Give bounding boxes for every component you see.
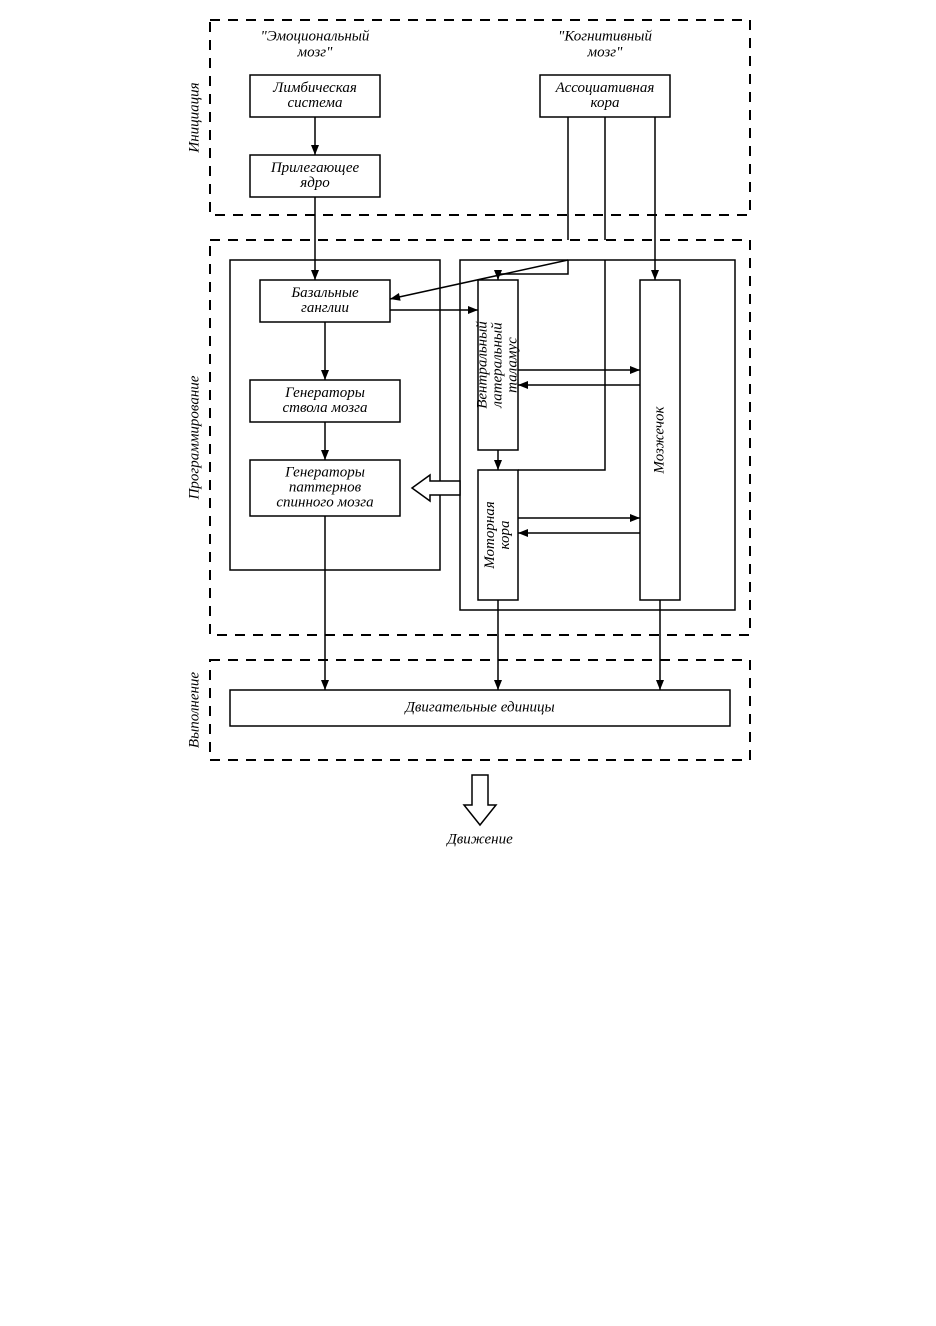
- node-limbic-label-1: система: [287, 95, 342, 111]
- header-emotional-line-0: "Эмоциональный: [261, 28, 370, 44]
- edge-assoc-basal-arrow: [390, 293, 401, 301]
- header-cognitive-line-0: "Когнитивный: [558, 28, 652, 44]
- node-motor-label-0: Моторная: [482, 501, 498, 570]
- edge-cereb-motor-arrow: [518, 529, 528, 537]
- node-thalamus: Вентральныйлатеральныйталамус: [474, 280, 520, 450]
- node-brainstem-label-0: Генераторы: [284, 385, 365, 401]
- header-cognitive-line-1: мозг": [587, 44, 624, 60]
- final-label: Движение: [445, 831, 513, 847]
- node-cerebellum-label-0: Мозжечок: [651, 405, 667, 474]
- node-nucleus-label-0: Прилегающее: [270, 160, 360, 176]
- edge-cereb-units-arrow: [656, 680, 664, 690]
- edge-assoc-cereb-arrow: [651, 270, 659, 280]
- node-brainstem: Генераторыствола мозга: [250, 380, 400, 422]
- edge-motor-cereb-arrow: [630, 514, 640, 522]
- edge-assoc-motor-in: [518, 260, 605, 470]
- section-label-initiation: Инициация: [186, 82, 202, 153]
- node-motor_units-label-0: Двигательные единицы: [403, 699, 554, 715]
- outline-arrow-to_spinal: [412, 475, 460, 501]
- node-basal: Базальныеганглии: [260, 280, 390, 322]
- header-cognitive: "Когнитивныймозг": [558, 28, 652, 60]
- diagram-svg: Инициация Программирование Выполнение "Эмоц…: [0, 0, 936, 1326]
- section-label-execution: Выполнение: [186, 672, 202, 749]
- outline-arrow-to_movement: [464, 775, 496, 825]
- header-emotional: "Эмоциональныймозг": [261, 28, 370, 60]
- header-emotional-line-1: мозг": [297, 44, 334, 60]
- node-limbic-label-0: Лимбическая: [272, 80, 357, 96]
- edge-thalamus-cereb-u-arrow: [630, 366, 640, 374]
- node-assoc-label-0: Ассоциативная: [555, 80, 655, 96]
- edge-motor-units-arrow: [494, 680, 502, 690]
- edge-basal-brainstem-arrow: [321, 370, 329, 380]
- node-spinal-label-2: спинного мозга: [276, 494, 373, 510]
- node-thalamus-label-0: Вентральный: [474, 321, 490, 409]
- edge-limbic-nucleus-arrow: [311, 145, 319, 155]
- edge-brainstem-spinal-arrow: [321, 450, 329, 460]
- node-motor_units: Двигательные единицы: [230, 690, 730, 726]
- node-motor: Моторнаякора: [478, 470, 518, 600]
- edge-spinal-units-arrow: [321, 680, 329, 690]
- edge-thalamus-motor-arrow: [494, 460, 502, 470]
- node-thalamus-label-1: латеральный: [489, 322, 505, 409]
- node-brainstem-label-1: ствола мозга: [283, 400, 368, 416]
- node-basal-label-0: Базальные: [290, 285, 359, 301]
- node-assoc: Ассоциативнаякора: [540, 75, 670, 117]
- node-basal-label-1: ганглии: [301, 300, 349, 316]
- diagram-stage: { "canvas": { "width": 936, "height": 13…: [0, 0, 936, 1326]
- edge-basal-thalamus-arrow: [468, 306, 478, 314]
- node-spinal-label-1: паттернов: [289, 479, 362, 495]
- node-nucleus-label-1: ядро: [299, 175, 330, 191]
- node-cerebellum: Мозжечок: [640, 280, 680, 600]
- node-limbic: Лимбическаясистема: [250, 75, 380, 117]
- node-spinal-label-0: Генераторы: [284, 464, 365, 480]
- node-nucleus: Прилегающееядро: [250, 155, 380, 197]
- node-assoc-label-1: кора: [591, 95, 620, 111]
- node-motor-label-1: кора: [497, 521, 513, 550]
- edge-nucleus-basal-arrow: [311, 270, 319, 280]
- node-spinal: Генераторыпаттерновспинного мозга: [250, 460, 400, 516]
- section-label-programming: Программирование: [186, 375, 202, 500]
